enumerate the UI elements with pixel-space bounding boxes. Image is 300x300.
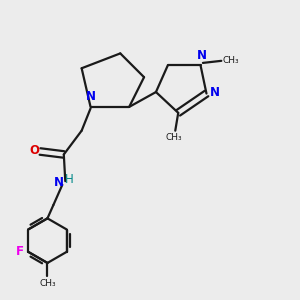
Text: N: N — [197, 49, 207, 62]
Text: H: H — [64, 173, 73, 186]
Text: CH₃: CH₃ — [39, 279, 56, 288]
Text: N: N — [54, 176, 64, 189]
Text: O: O — [30, 144, 40, 157]
Text: F: F — [16, 245, 24, 258]
Text: CH₃: CH₃ — [223, 56, 239, 65]
Text: N: N — [210, 85, 220, 98]
Text: N: N — [85, 90, 96, 103]
Text: CH₃: CH₃ — [166, 133, 182, 142]
